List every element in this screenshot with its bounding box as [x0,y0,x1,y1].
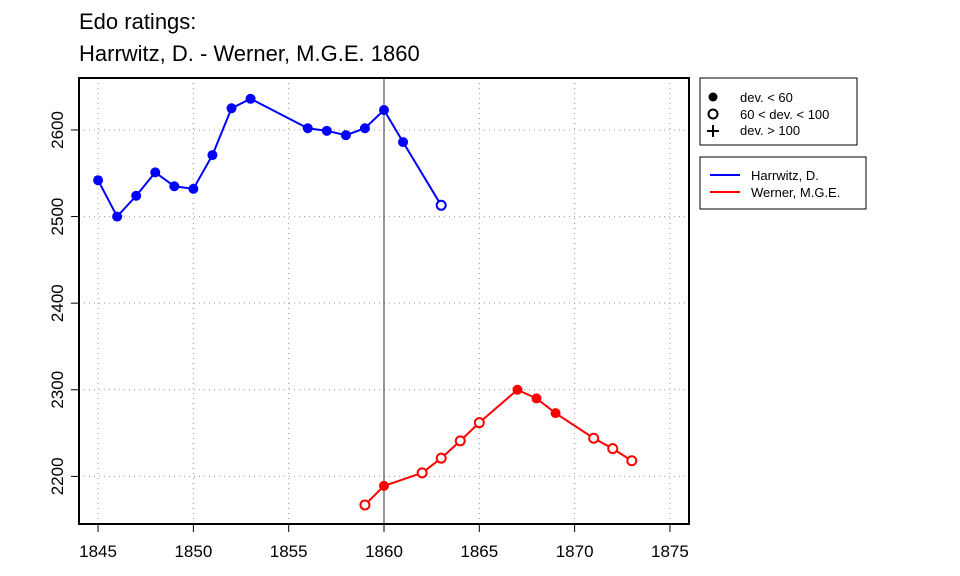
legend-series-label-werner: Werner, M.G.E. [751,185,840,200]
x-tick-label: 1870 [556,542,594,561]
legend-series-label-harrwitz: Harrwitz, D. [751,168,819,183]
data-point-open [473,417,485,429]
data-point-open [626,455,638,467]
data-point-filled [512,384,523,395]
series-legend-box [699,156,867,210]
data-point-filled [550,408,561,419]
marker-legend: dev. < 60 60 < dev. < 100 dev. > 100 [699,77,858,146]
data-point-open [359,499,371,511]
data-point-filled [398,137,409,148]
y-tick-label: 2200 [48,457,67,495]
data-point-filled [169,181,180,192]
data-point-filled [245,93,256,104]
data-point-filled [321,125,332,136]
chart-title: Edo ratings: [79,9,197,34]
data-point-filled [131,190,142,201]
data-point-open [588,432,600,444]
y-tick-label: 2600 [48,111,67,149]
data-point-filled [531,393,542,404]
data-point-open [435,199,447,211]
x-tick-label: 1850 [174,542,212,561]
data-point-open [607,443,619,455]
series-line-werner-m-g-e [364,388,633,506]
data-point-filled [226,103,237,114]
data-point-open [454,435,466,447]
x-tick-label: 1875 [651,542,689,561]
data-point-filled [93,175,104,186]
data-point-filled [379,480,389,491]
x-tick-label: 1860 [365,542,403,561]
legend-marker-label-2: 60 < dev. < 100 [740,107,829,122]
legend-marker-label-1: dev. < 60 [740,90,793,105]
y-tick-label: 2500 [48,198,67,236]
series-group [93,93,638,511]
legend-filled-circle-icon [708,92,718,102]
y-tick-label: 2400 [48,284,67,322]
data-point-open [435,452,447,464]
legend-marker-label-3: dev. > 100 [740,123,800,138]
data-point-filled [112,211,123,222]
data-point-filled [188,183,199,194]
data-point-filled [150,167,161,178]
data-point-filled [302,123,313,134]
series-line-harrwitz-d [97,97,443,219]
series-legend: Harrwitz, D. Werner, M.G.E. [699,156,867,210]
x-tick-label: 1855 [270,542,308,561]
data-point-filled [207,150,218,161]
x-tick-label: 1845 [79,542,117,561]
data-point-filled [379,105,389,116]
data-point-filled [359,123,370,134]
legend-plus-icon [707,125,719,137]
marker-legend-box [699,77,858,146]
data-point-filled [340,130,351,141]
axes: 1845 1850 1855 1860 1865 1870 1875 2200 2300 2400… [48,111,689,561]
y-tick-label: 2300 [48,371,67,409]
x-tick-label: 1865 [460,542,498,561]
legend-open-circle-icon [707,108,719,120]
data-point-open [416,467,428,479]
chart-subtitle: Harrwitz, D. - Werner, M.G.E. 1860 [79,41,420,66]
